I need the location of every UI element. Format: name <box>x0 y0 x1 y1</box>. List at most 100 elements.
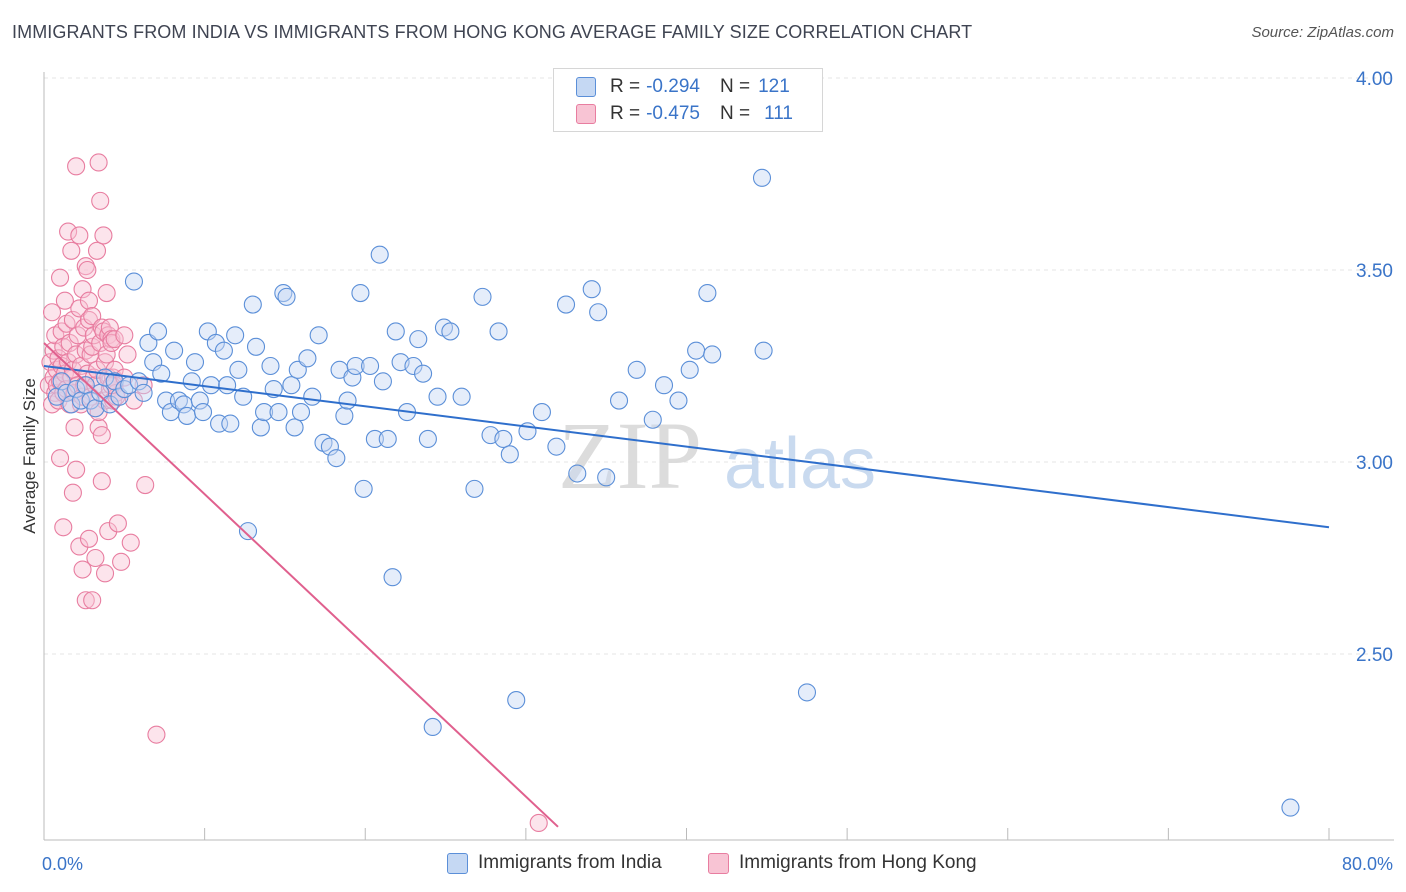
data-point-hk <box>115 326 134 345</box>
watermark-zip: ZIP <box>558 402 702 509</box>
data-point-hk <box>51 268 70 287</box>
legend-row-india: R = -0.294 N = 121 <box>576 75 790 99</box>
data-point-hk <box>97 283 116 303</box>
legend-label-hk: Immigrants from Hong Kong <box>739 852 977 873</box>
watermark-atlas: atlas <box>724 424 876 504</box>
data-point-india <box>226 326 245 345</box>
axes <box>43 72 1394 841</box>
data-point-india <box>246 337 266 356</box>
x-tick-label: 80.0% <box>1342 854 1393 874</box>
y-tick-label: 3.00 <box>1356 453 1393 474</box>
data-point-india <box>698 283 717 303</box>
data-point-hk <box>73 280 92 299</box>
legend-swatch-hk <box>708 852 729 874</box>
data-point-india <box>669 391 688 410</box>
data-point-india <box>309 326 328 345</box>
data-point-hk <box>95 353 115 372</box>
data-point-hk <box>105 330 124 349</box>
data-point-india <box>351 283 370 303</box>
data-point-hk <box>118 345 137 364</box>
data-point-india <box>361 356 380 376</box>
legend-r-value-hk: -0.475 <box>646 103 700 124</box>
data-point-india <box>335 406 354 425</box>
data-point-india <box>494 429 513 449</box>
data-point-india <box>52 372 71 391</box>
data-point-hk <box>95 564 115 583</box>
data-point-india <box>67 379 86 399</box>
y-tick-label: 2.50 <box>1356 645 1393 666</box>
data-point-hk <box>76 591 95 610</box>
data-point-india <box>532 403 551 422</box>
data-point-india <box>251 418 270 437</box>
chart-title: IMMIGRANTS FROM INDIA VS IMMIGRANTS FROM… <box>12 22 973 42</box>
data-point-india <box>582 280 601 299</box>
data-point-india <box>124 272 143 291</box>
legend-r-label: R = <box>610 76 641 97</box>
data-point-hk <box>81 387 100 406</box>
data-point-india <box>243 295 262 314</box>
legend-swatch-hk <box>576 104 596 124</box>
data-point-hk <box>83 591 102 610</box>
data-point-india <box>202 376 221 395</box>
data-point-india <box>177 406 197 425</box>
data-point-india <box>193 403 213 422</box>
legend-n-label: N = <box>719 76 751 97</box>
x-tick-labels: 0.0% 80.0% <box>42 854 1393 874</box>
data-point-hk <box>42 303 62 322</box>
data-point-india <box>500 445 519 464</box>
data-point-hk <box>99 522 118 541</box>
data-point-india <box>165 341 184 360</box>
data-point-india <box>507 691 526 710</box>
data-point-india <box>386 322 405 341</box>
data-point-india <box>423 717 442 737</box>
data-point-india <box>269 403 288 422</box>
data-point-hk <box>54 518 73 537</box>
data-point-india <box>365 429 384 449</box>
data-point-india <box>255 403 274 422</box>
data-point-india <box>687 341 706 360</box>
data-point-india <box>409 330 428 349</box>
data-point-india <box>182 372 201 391</box>
legend-item-india[interactable]: Immigrants from India <box>447 852 662 874</box>
data-point-india <box>134 383 153 402</box>
x-tick-label: 0.0% <box>42 854 83 874</box>
data-point-hk <box>86 548 105 568</box>
data-point-hk <box>529 813 548 833</box>
legend-n-label: N = <box>719 103 751 124</box>
data-point-india <box>597 468 616 487</box>
data-point-india <box>277 287 296 306</box>
data-point-india <box>452 387 471 406</box>
data-point-hk <box>78 260 97 280</box>
data-point-india <box>261 356 280 376</box>
data-point-india <box>547 437 566 456</box>
data-point-india <box>190 391 209 410</box>
legend-item-hk[interactable]: Immigrants from Hong Kong <box>708 852 977 874</box>
data-point-india <box>680 360 699 379</box>
watermark: ZIP atlas <box>558 402 876 509</box>
data-point-hk <box>121 533 140 552</box>
data-point-hk <box>70 537 89 556</box>
data-point-india <box>285 418 304 437</box>
data-point-india <box>654 376 674 395</box>
legend-swatch-india <box>447 852 468 874</box>
data-point-hk <box>65 418 84 437</box>
data-point-hk <box>62 241 81 260</box>
data-point-india <box>218 376 237 395</box>
data-point-india <box>465 479 484 498</box>
data-point-india <box>568 464 587 483</box>
data-point-india <box>418 429 437 449</box>
data-point-india <box>354 479 373 498</box>
legend-n-value-india: 121 <box>758 76 790 97</box>
data-point-hk <box>91 191 110 210</box>
data-point-india <box>797 683 817 702</box>
data-point-india <box>627 360 646 379</box>
data-point-india <box>752 168 772 187</box>
trend-line-india <box>43 365 1330 529</box>
data-point-india <box>221 414 240 433</box>
data-point-india <box>370 245 389 264</box>
series-india-points <box>47 168 1300 817</box>
data-point-hk <box>79 291 99 310</box>
data-point-india <box>303 387 322 406</box>
data-point-india <box>1281 798 1300 817</box>
